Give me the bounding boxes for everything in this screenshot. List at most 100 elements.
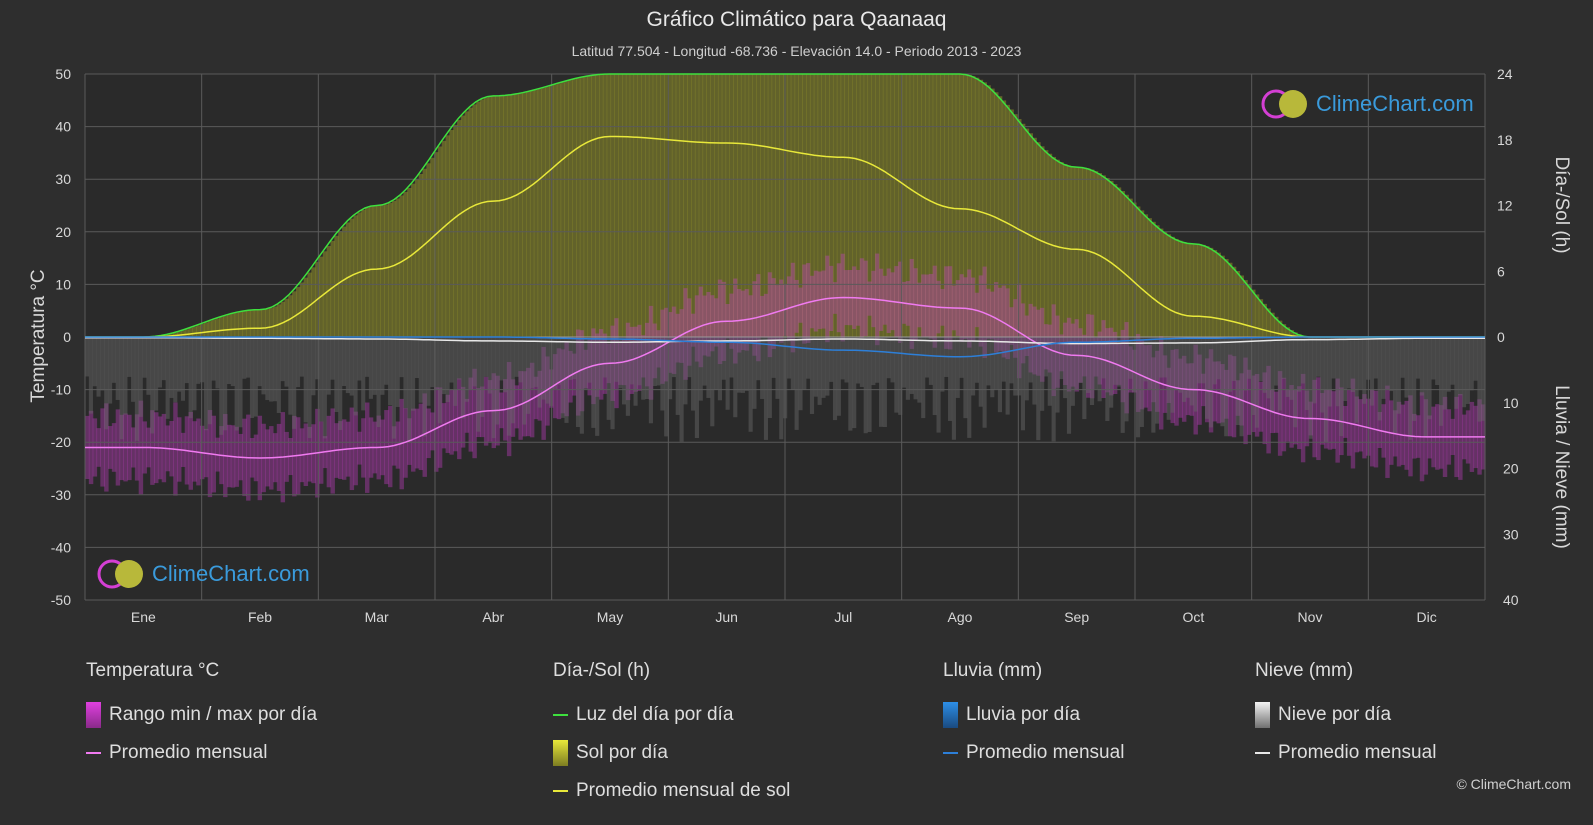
temp-range-day-bar [414,408,420,469]
sunshine-day-bar [1178,240,1183,337]
snow-day-bar [514,337,519,377]
sunshine-day-bar [1074,167,1080,337]
temp-range-day-bar [1017,283,1022,379]
snow-day-bar [1228,337,1233,392]
snow-day-bar [165,337,170,419]
snow-day-bar [648,337,653,424]
snow-day-bar [472,337,477,387]
sunshine-day-bar [568,80,573,338]
sunshine-day-bar [1155,225,1160,337]
snow-day-bar [1074,337,1079,390]
sunshine-day-bar [242,311,247,337]
snow-day-bar [506,337,512,436]
snow-day-bar [1419,337,1424,396]
sunshine-day-bar [656,74,661,337]
sunshine-day-bar [1270,312,1275,337]
sunshine-day-bar [1143,214,1149,337]
snow-day-bar [468,337,473,389]
snow-day-bar [997,337,1003,413]
snow-day-bar [1396,337,1401,414]
x-tick-label: Abr [482,609,504,625]
snow-day-bar [1389,337,1394,392]
snow-day-bar [1469,337,1474,391]
sunshine-day-bar [882,74,888,337]
snow-day-bar [1243,337,1248,391]
sunshine-day-bar [721,74,727,337]
snow-day-bar [1208,337,1213,428]
sunshine-day-bar [418,173,424,337]
snow-day-bar [959,337,964,378]
sunshine-day-bar [564,81,569,337]
snow-day-bar [1339,337,1344,437]
sunshine-day-bar [1124,194,1129,337]
snow-day-bar [990,337,995,398]
snow-day-bar [771,337,776,378]
sunshine-day-bar [729,74,734,337]
snow-day-bar [1239,337,1244,437]
snow-day-bar [687,337,692,378]
sunshine-day-bar [890,74,895,337]
sunshine-day-bar [1166,234,1172,337]
snow-day-bar [710,337,715,427]
sunshine-day-bar [771,74,777,337]
snow-day-bar [288,337,293,415]
temp-range-day-bar [418,403,424,471]
sunshine-day-bar [641,74,646,337]
snow-day-bar [1132,337,1137,393]
sunshine-day-bar [1017,118,1022,337]
temp-range-day-bar [1112,331,1118,395]
snow-day-bar [418,337,423,403]
sunshine-day-bar [184,329,190,337]
sunshine-day-bar [257,309,263,337]
snow-day-bar [806,337,811,379]
sunshine-day-bar [744,74,750,337]
snow-day-bar [1205,337,1210,419]
sunshine-day-bar [1277,320,1283,337]
snow-day-bar [863,337,868,434]
sunshine-day-bar [714,74,719,337]
snow-day-bar [1446,337,1451,392]
sunshine-day-bar [694,74,700,337]
temp-range-day-bar [552,354,558,419]
sunshine-day-bar [384,204,389,337]
sunshine-day-bar [353,215,358,337]
snow-day-bar [652,337,657,387]
sunshine-day-bar [200,323,205,337]
temp-range-day-bar [1024,315,1030,357]
snow-day-bar [1005,337,1010,415]
snow-day-bar [1300,337,1306,384]
sunshine-day-bar [1013,114,1018,337]
sunshine-day-bar [959,74,964,337]
snow-day-bar [1135,337,1141,438]
snow-day-bar [1093,337,1098,390]
legend-title: Nieve (mm) [1255,660,1354,681]
sunshine-day-bar [1078,167,1083,337]
sunshine-day-bar [1212,250,1218,337]
temp-range-day-bar [675,313,681,363]
sunshine-day-bar [645,74,650,337]
y-right-top-tick-label: 12 [1497,198,1513,214]
sunshine-day-bar [468,107,473,337]
snow-swatch [1255,702,1270,728]
snow-day-bar [487,337,492,394]
sunshine-day-bar [196,325,201,337]
snow-day-bar [368,337,373,399]
snow-day-bar [767,337,772,418]
sunshine-day-bar [345,222,351,337]
sunshine-day-bar [978,79,984,337]
snow-day-bar [967,337,972,438]
sunshine-day-bar [652,74,658,337]
snow-day-bar [955,337,960,398]
snow-day-bar [740,337,746,393]
sunshine-day-bar [1020,123,1026,337]
snow-day-bar [986,337,991,386]
snow-day-bar [1178,337,1183,393]
snow-day-bar [192,337,197,411]
sunshine-day-bar [878,74,884,337]
snow-day-bar [621,337,627,405]
sunshine-day-bar [226,314,232,337]
temp-range-day-bar [641,335,646,378]
snow-day-bar [173,337,178,403]
snow-day-bar [1258,337,1263,382]
snow-day-bar [656,337,661,386]
